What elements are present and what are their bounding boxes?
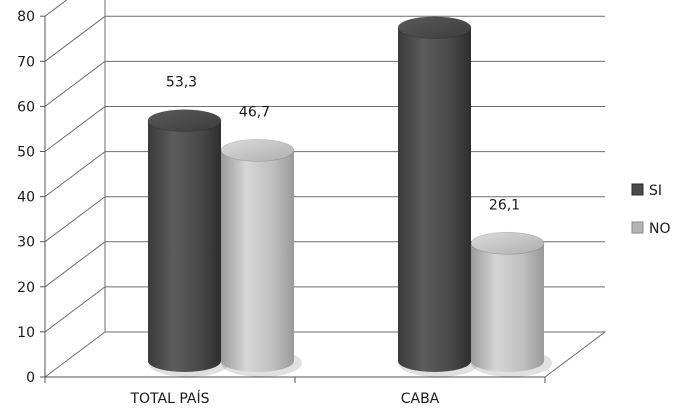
legend: SI NO <box>632 183 671 237</box>
legend-item-si: SI <box>632 183 662 199</box>
x-category-label: TOTAL PAÍS <box>129 390 209 407</box>
bar-si-0 <box>148 110 229 377</box>
y-tick-label: 20 <box>17 280 35 296</box>
data-label-no-1: 26,1 <box>489 197 520 213</box>
gridline <box>45 61 605 106</box>
bar-si-1 <box>398 17 479 377</box>
x-category-label: CABA <box>401 391 440 407</box>
legend-label-si: SI <box>649 183 662 199</box>
y-tick-label: 50 <box>17 145 35 161</box>
gridline <box>45 152 605 197</box>
bar-no-1 <box>471 232 552 377</box>
y-tick-label: 10 <box>17 325 35 341</box>
bar-no-0 <box>221 139 302 377</box>
legend-label-no: NO <box>649 221 671 237</box>
data-label-no-0: 46,7 <box>239 104 270 120</box>
legend-item-no: NO <box>632 221 671 237</box>
gridline <box>45 16 605 61</box>
legend-swatch-si <box>632 184 643 195</box>
legend-swatch-no <box>632 222 643 233</box>
y-tick-label: 0 <box>26 370 35 386</box>
y-tick-label: 30 <box>17 235 35 251</box>
gridline <box>45 107 605 152</box>
gridline <box>45 0 605 16</box>
y-tick-label: 70 <box>17 54 35 70</box>
y-tick-label: 40 <box>17 190 35 206</box>
data-label-si-0: 53,3 <box>166 75 197 91</box>
y-tick-label: 60 <box>17 99 35 115</box>
y-tick-label: 80 <box>17 9 35 25</box>
